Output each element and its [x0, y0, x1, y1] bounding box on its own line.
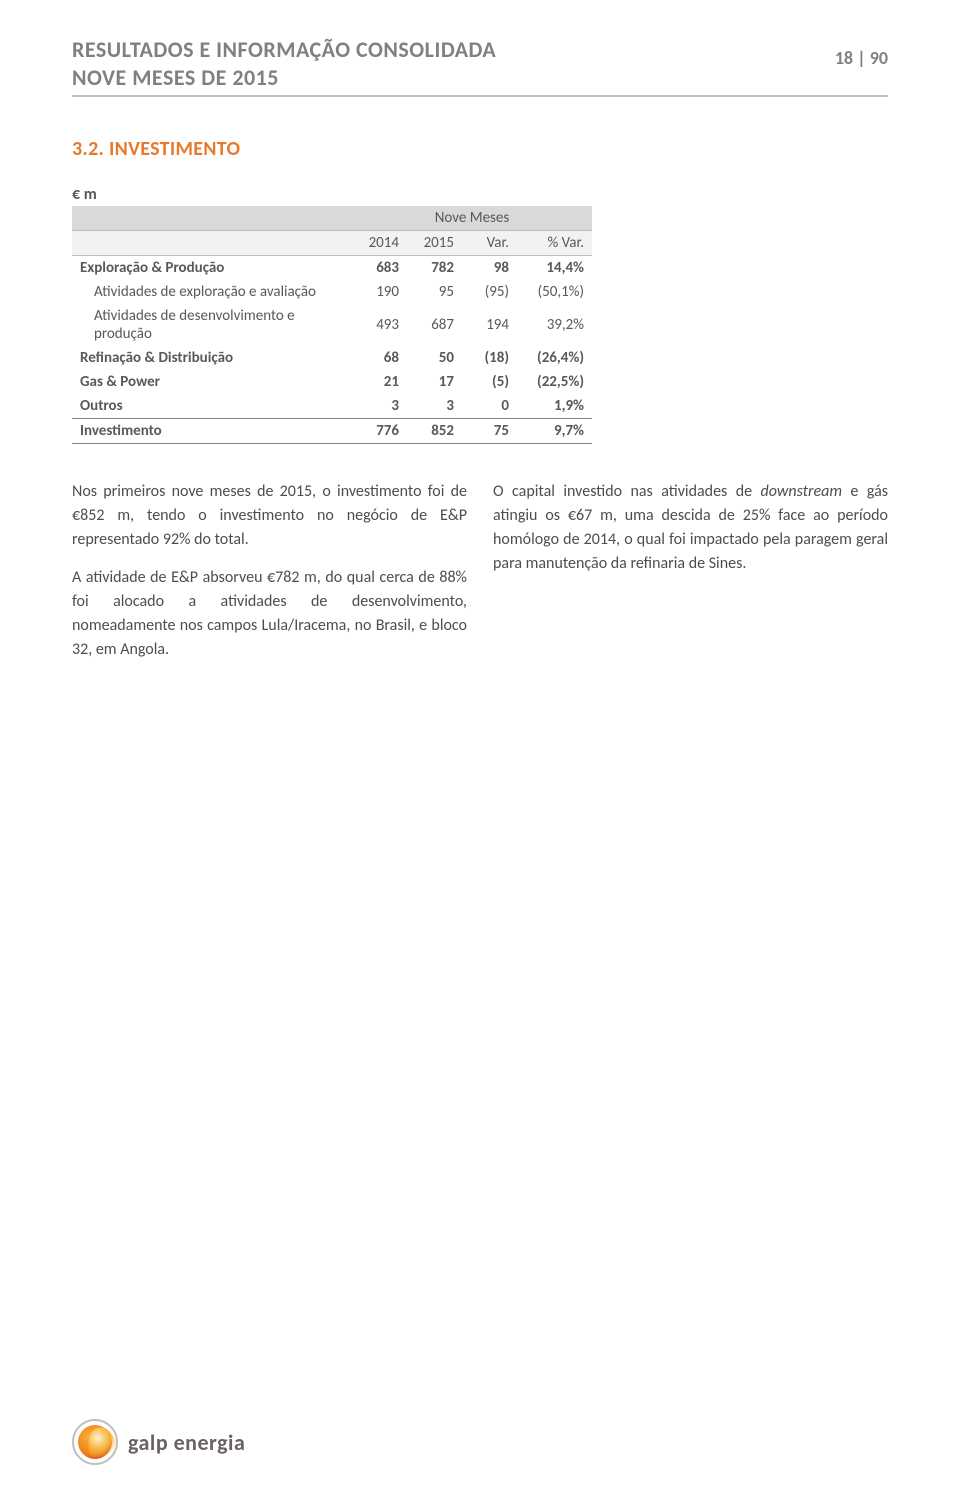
table-cell: (22,5%): [517, 370, 592, 394]
table-cell: 21: [352, 370, 407, 394]
table-row-label: Atividades de exploração e avaliação: [72, 280, 352, 304]
table-row-label: Outros: [72, 394, 352, 419]
table-row-label: Gas & Power: [72, 370, 352, 394]
table-cell: (26,4%): [517, 346, 592, 370]
table-cell: 95: [407, 280, 462, 304]
table-cell: (5): [462, 370, 517, 394]
right-p1-a: O capital investido nas atividades de: [493, 482, 761, 501]
table-col-var: Var.: [462, 231, 517, 256]
footer: galp energia: [72, 1419, 245, 1465]
table-cell: 190: [352, 280, 407, 304]
table-row: Outros3301,9%: [72, 394, 592, 419]
body-col-right: O capital investido nas atividades de do…: [493, 480, 888, 676]
left-p2: A atividade de E&P absorveu €782 m, do q…: [72, 566, 467, 662]
table-cell: 9,7%: [517, 419, 592, 444]
table-col-blank: [72, 231, 352, 256]
table-cell: (50,1%): [517, 280, 592, 304]
header-title: RESULTADOS E INFORMAÇÃO CONSOLIDADA NOVE…: [72, 36, 496, 91]
table-row-label: Exploração & Produção: [72, 256, 352, 281]
table-cell: 3: [407, 394, 462, 419]
brand-logo-mark: [72, 1419, 118, 1465]
table-row: Exploração & Produção6837829814,4%: [72, 256, 592, 281]
currency-label: € m: [72, 185, 888, 204]
body-col-left: Nos primeiros nove meses de 2015, o inve…: [72, 480, 467, 676]
right-p1-italic: downstream: [761, 482, 842, 501]
table-cell: 98: [462, 256, 517, 281]
left-p1: Nos primeiros nove meses de 2015, o inve…: [72, 480, 467, 552]
table-cell: 50: [407, 346, 462, 370]
table-header-blank: [72, 206, 352, 231]
table-cell: 782: [407, 256, 462, 281]
table-row-label: Atividades de desenvolvimento e produção: [72, 304, 352, 346]
table-col-2015: 2015: [407, 231, 462, 256]
table-cell: 0: [462, 394, 517, 419]
table-cell: 39,2%: [517, 304, 592, 346]
table-period-header: Nove Meses: [352, 206, 592, 231]
table-cell: 14,4%: [517, 256, 592, 281]
body-columns: Nos primeiros nove meses de 2015, o inve…: [72, 480, 888, 676]
table-cell: (95): [462, 280, 517, 304]
page-header: RESULTADOS E INFORMAÇÃO CONSOLIDADA NOVE…: [72, 36, 888, 97]
investment-table: Nove Meses 2014 2015 Var. % Var. Explora…: [72, 206, 592, 444]
table-cell: 852: [407, 419, 462, 444]
table-row-label: Refinação & Distribuição: [72, 346, 352, 370]
table-row: Atividades de desenvolvimento e produção…: [72, 304, 592, 346]
investment-table-wrap: € m Nove Meses 2014 2015 Var.: [72, 185, 888, 444]
brand-logo: galp energia: [72, 1419, 245, 1465]
table-cell: 683: [352, 256, 407, 281]
table-cell: 776: [352, 419, 407, 444]
right-p1: O capital investido nas atividades de do…: [493, 480, 888, 576]
table-cell: 1,9%: [517, 394, 592, 419]
table-cell: 68: [352, 346, 407, 370]
table-cell: 75: [462, 419, 517, 444]
table-cell: 17: [407, 370, 462, 394]
table-row-label: Investimento: [72, 419, 352, 444]
table-cell: 3: [352, 394, 407, 419]
table-col-pvar: % Var.: [517, 231, 592, 256]
table-row: Investimento776852759,7%: [72, 419, 592, 444]
table-row: Atividades de exploração e avaliação1909…: [72, 280, 592, 304]
section-heading: 3.2. INVESTIMENTO: [72, 137, 888, 161]
table-cell: 194: [462, 304, 517, 346]
header-title-line1: RESULTADOS E INFORMAÇÃO CONSOLIDADA: [72, 36, 496, 64]
table-cell: 493: [352, 304, 407, 346]
table-row: Gas & Power2117(5)(22,5%): [72, 370, 592, 394]
table-cell: 687: [407, 304, 462, 346]
brand-logo-text: galp energia: [128, 1429, 245, 1456]
table-cell: (18): [462, 346, 517, 370]
table-col-2014: 2014: [352, 231, 407, 256]
table-row: Refinação & Distribuição6850(18)(26,4%): [72, 346, 592, 370]
page-number: 18 | 90: [835, 47, 888, 91]
header-title-line2: NOVE MESES DE 2015: [72, 64, 496, 92]
